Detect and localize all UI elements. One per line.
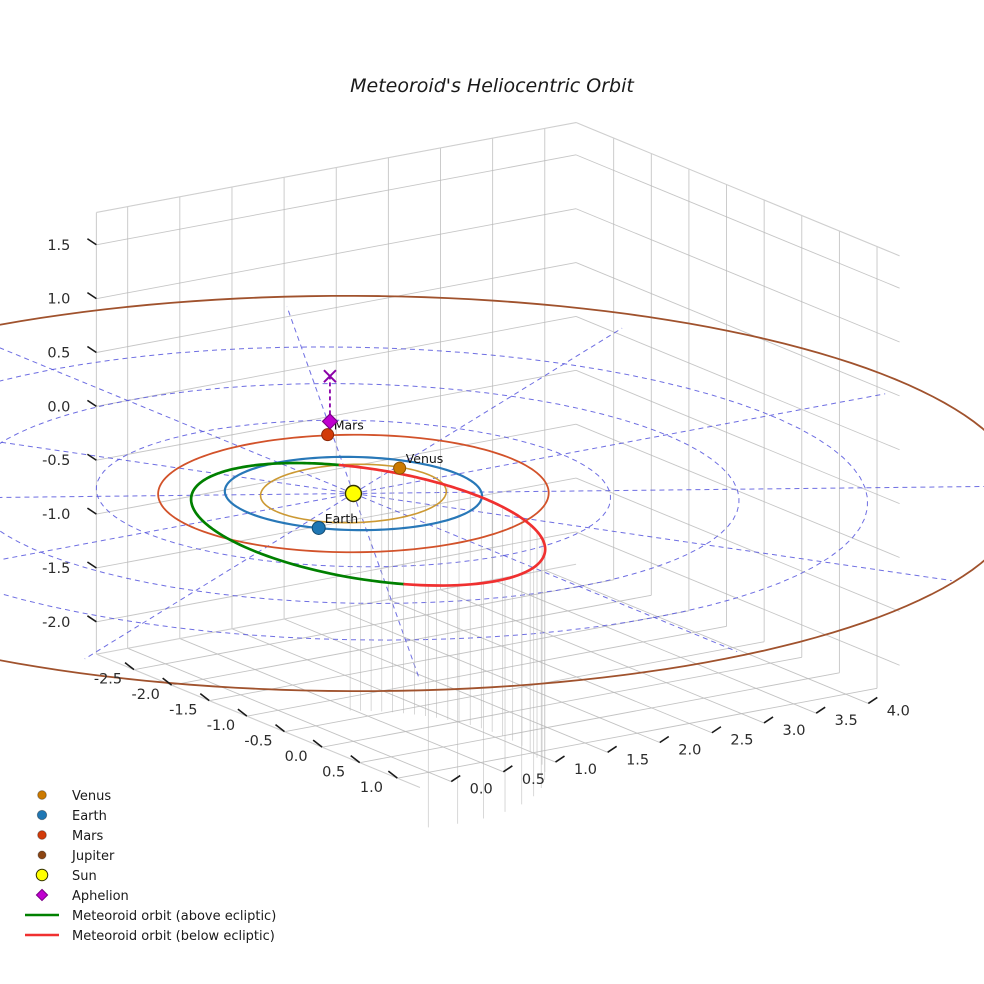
legend-label: Earth bbox=[72, 809, 107, 824]
marker-aphelion bbox=[321, 413, 339, 430]
legend-item-meteoroid-orbit-above-ecliptic[interactable]: Meteoroid orbit (above ecliptic) bbox=[25, 909, 276, 924]
y-tick-2: 1.0 bbox=[574, 762, 597, 778]
z-tick-6: -1.5 bbox=[42, 561, 70, 577]
legend-item-aphelion[interactable]: Aphelion bbox=[35, 888, 129, 904]
z-tick-4: -0.5 bbox=[42, 453, 70, 469]
z-tick-5: -1.0 bbox=[42, 507, 70, 523]
legend-label: Sun bbox=[72, 869, 97, 884]
x-tick-4: -0.5 bbox=[244, 734, 272, 750]
y-tick-4: 2.0 bbox=[678, 743, 701, 759]
marker-mars bbox=[321, 428, 335, 442]
z-tick-2: 0.5 bbox=[47, 346, 70, 362]
legend-label: Jupiter bbox=[71, 849, 115, 864]
z-tick-3: 0.0 bbox=[47, 399, 70, 415]
legend-label: Mars bbox=[72, 829, 104, 844]
y-tick-5: 2.5 bbox=[730, 733, 753, 749]
marker-earth bbox=[311, 520, 326, 535]
z-tick-0: 1.5 bbox=[47, 238, 70, 254]
label-earth: Earth bbox=[325, 511, 359, 526]
legend-item-venus[interactable]: Venus bbox=[37, 789, 112, 804]
y-tick-6: 3.0 bbox=[782, 723, 805, 739]
x-tick-2: -1.5 bbox=[169, 703, 197, 719]
label-mars: Mars bbox=[334, 418, 364, 433]
y-tick-0: 0.0 bbox=[470, 782, 493, 798]
legend-label: Meteoroid orbit (above ecliptic) bbox=[72, 909, 276, 924]
legend-label: Meteoroid orbit (below ecliptic) bbox=[72, 929, 275, 944]
marker-sun bbox=[344, 484, 363, 503]
legend-item-jupiter[interactable]: Jupiter bbox=[37, 849, 115, 864]
legend[interactable]: Venus Earth Mars Jupiter Sun Aphelion Meteoroi… bbox=[25, 789, 276, 944]
polar-reference-grid bbox=[0, 306, 984, 681]
y-tick-8: 4.0 bbox=[887, 703, 910, 719]
axis-ticks: -2.5 -2.0 -1.5 -1.0 -0.5 0.0 0.5 1.0 0.0 0.5 1.0 1.… bbox=[42, 238, 910, 798]
legend-item-mars[interactable]: Mars bbox=[37, 829, 104, 844]
legend-label: Venus bbox=[72, 789, 111, 804]
orbit-stem-lines bbox=[349, 466, 546, 828]
x-tick-6: 0.5 bbox=[322, 765, 345, 781]
z-tick-7: -2.0 bbox=[42, 615, 70, 631]
page-title: Meteoroid's Heliocentric Orbit bbox=[350, 75, 635, 97]
x-tick-3: -1.0 bbox=[207, 718, 235, 734]
x-tick-1: -2.0 bbox=[132, 687, 160, 703]
y-tick-3: 1.5 bbox=[626, 752, 649, 768]
body-markers: Venus Earth Mars bbox=[311, 369, 444, 535]
y-tick-1: 0.5 bbox=[522, 772, 545, 788]
x-tick-5: 0.0 bbox=[285, 749, 308, 765]
meteoroid-orbit bbox=[189, 461, 547, 587]
legend-item-earth[interactable]: Earth bbox=[36, 809, 107, 824]
marker-venus bbox=[393, 461, 407, 475]
legend-item-sun[interactable]: Sun bbox=[35, 868, 97, 884]
z-tick-1: 1.0 bbox=[47, 292, 70, 308]
label-venus: Venus bbox=[406, 451, 444, 466]
axes-panes bbox=[95, 121, 900, 788]
legend-item-meteoroid-orbit-below-ecliptic[interactable]: Meteoroid orbit (below ecliptic) bbox=[25, 929, 275, 944]
legend-label: Aphelion bbox=[72, 889, 129, 904]
x-tick-0: -2.5 bbox=[94, 672, 122, 688]
y-tick-7: 3.5 bbox=[835, 713, 858, 729]
x-tick-7: 1.0 bbox=[360, 780, 383, 796]
